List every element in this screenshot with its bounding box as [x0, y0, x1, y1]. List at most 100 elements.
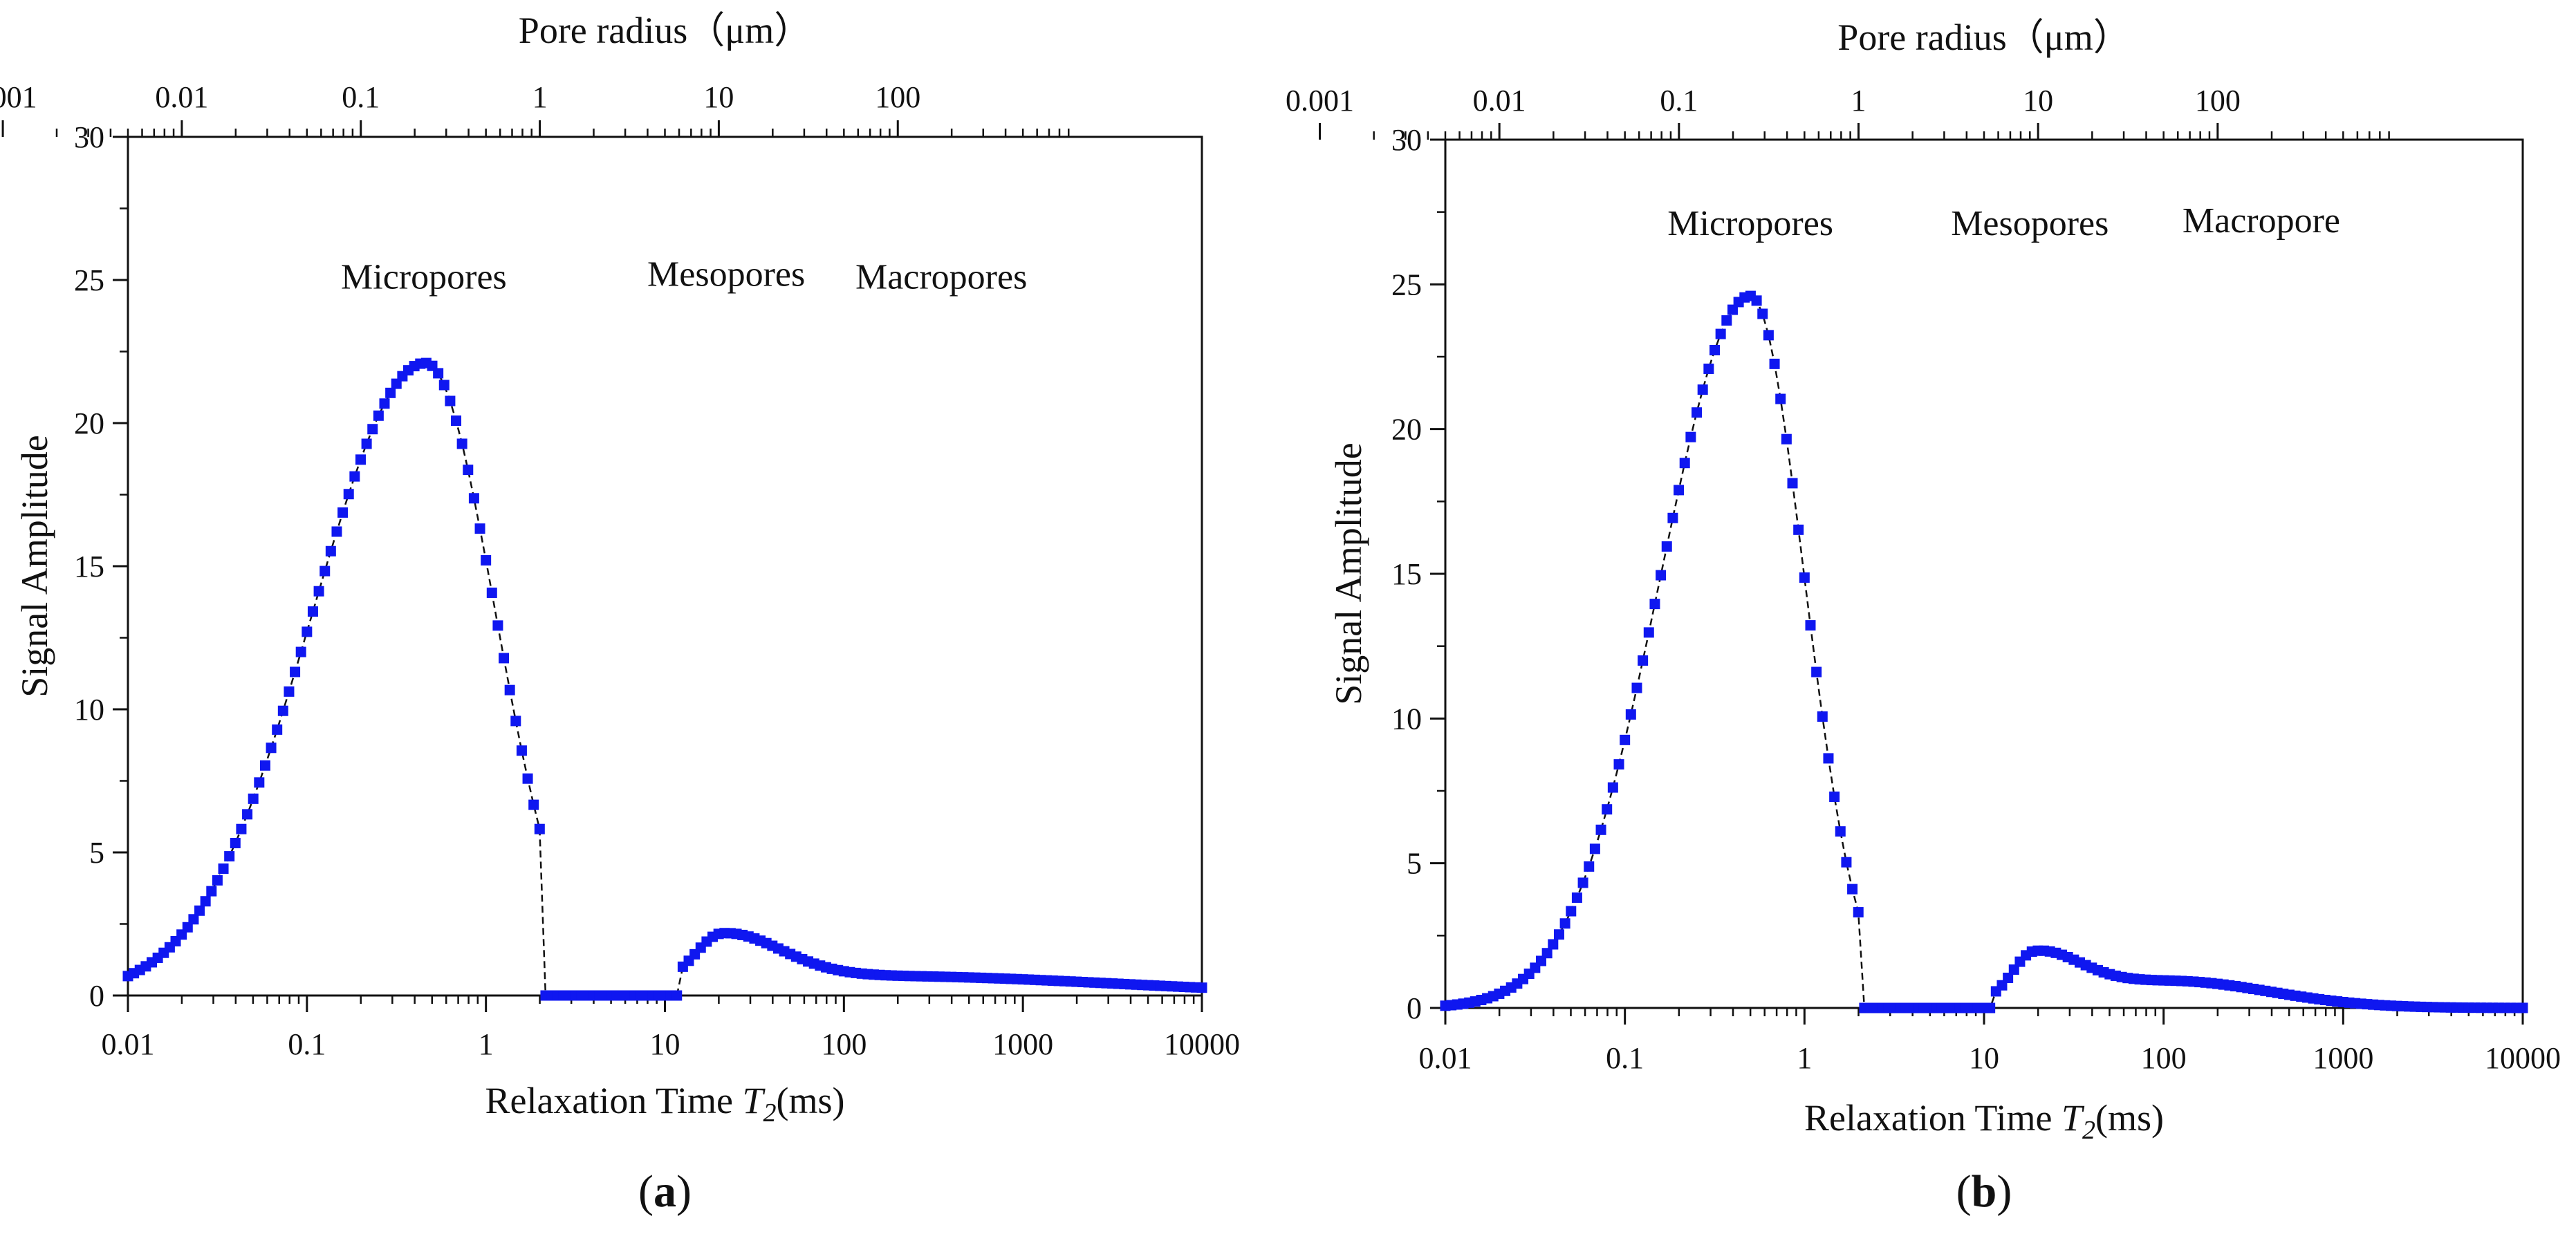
- data-point: [481, 554, 492, 566]
- x-tick-label: 1: [479, 1027, 494, 1061]
- data-point: [272, 724, 283, 735]
- data-point: [1679, 458, 1690, 469]
- data-point: [1638, 655, 1649, 666]
- data-point: [1589, 843, 1600, 854]
- data-point: [1775, 393, 1786, 404]
- data-point: [1674, 485, 1685, 496]
- region-label: Macropore: [2183, 201, 2340, 241]
- data-point: [259, 760, 270, 771]
- region-label: Mesopores: [1951, 204, 2109, 243]
- x2-tick-label: 100: [875, 80, 920, 114]
- y-tick-label: 15: [74, 550, 104, 583]
- data-point: [331, 526, 342, 537]
- data-point: [1757, 308, 1768, 319]
- region-label: Macropores: [855, 257, 1027, 297]
- x2-tick-label: 10: [2023, 84, 2053, 118]
- panel-label: (b): [1956, 1166, 2012, 1217]
- data-point: [1613, 759, 1624, 770]
- data-point: [319, 566, 331, 577]
- data-point: [277, 705, 288, 716]
- y-tick-label: 20: [1391, 413, 1422, 447]
- series-line: [127, 362, 1203, 997]
- data-point: [1709, 344, 1720, 355]
- x-tick-label: 100: [821, 1027, 867, 1061]
- data-point: [1667, 512, 1678, 523]
- x2-axis-title: Pore radius（μm）: [1837, 17, 2130, 58]
- data-point: [1811, 666, 1822, 677]
- x-tick-label: 0.01: [1419, 1041, 1472, 1075]
- data-point: [438, 380, 450, 391]
- data-point: [206, 886, 217, 897]
- x2-tick-label: 0.1: [1660, 84, 1698, 118]
- data-point: [284, 686, 295, 697]
- data-point: [492, 620, 503, 631]
- data-point: [1841, 857, 1852, 868]
- y-tick-label: 0: [1407, 991, 1422, 1025]
- data-point: [1571, 892, 1582, 903]
- data-point: [218, 863, 229, 875]
- y-tick-label: 25: [1391, 268, 1422, 301]
- x2-tick-label: 10: [703, 80, 734, 114]
- data-point: [1769, 358, 1780, 369]
- data-point: [337, 507, 349, 518]
- data-point: [456, 438, 467, 449]
- data-point: [1751, 295, 1762, 306]
- y-tick-label: 10: [74, 693, 104, 727]
- y-tick-label: 25: [74, 263, 104, 297]
- y-tick-label: 5: [89, 836, 104, 870]
- data-point: [1835, 826, 1846, 837]
- region-label: Micropores: [1667, 204, 1833, 243]
- x-axis-title: Relaxation Time T2(ms): [485, 1080, 844, 1128]
- data-point: [1685, 431, 1696, 442]
- data-point: [1697, 384, 1708, 395]
- data-point: [433, 368, 444, 379]
- data-point: [1853, 907, 1864, 918]
- data-point: [1781, 433, 1792, 445]
- data-point: [445, 395, 456, 406]
- data-point: [1595, 824, 1606, 835]
- y-axis-title: Signal Amplitude: [14, 435, 55, 698]
- x2-tick-label: 0.001: [1286, 84, 1354, 118]
- data-point: [1661, 541, 1672, 552]
- data-point: [463, 465, 474, 476]
- data-point: [355, 454, 366, 465]
- data-point: [1817, 711, 1828, 722]
- x-tick-label: 0.1: [288, 1027, 326, 1061]
- x-tick-label: 0.01: [102, 1027, 155, 1061]
- y-tick-label: 30: [1391, 123, 1422, 157]
- data-point: [266, 742, 277, 754]
- data-point: [1692, 407, 1703, 418]
- x-tick-label: 0.1: [1606, 1041, 1644, 1075]
- data-point: [385, 387, 396, 398]
- y-tick-label: 5: [1407, 847, 1422, 881]
- data-point: [302, 626, 313, 637]
- data-point: [1631, 682, 1642, 693]
- x2-tick-label: 0.001: [0, 80, 37, 114]
- x-tick-label: 1000: [992, 1027, 1053, 1061]
- data-point: [1548, 939, 1559, 950]
- data-point: [451, 415, 462, 427]
- data-point: [1607, 782, 1618, 793]
- y-tick-label: 0: [89, 979, 104, 1013]
- data-point: [307, 606, 318, 617]
- data-point: [504, 684, 515, 695]
- plot-frame: [1444, 138, 2524, 1009]
- data-point: [1823, 753, 1834, 764]
- panel-label: (a): [638, 1166, 692, 1217]
- series-line: [1445, 295, 2523, 1009]
- x-tick-label: 1000: [2313, 1041, 2373, 1075]
- data-point: [290, 666, 301, 677]
- region-label: Micropores: [341, 257, 507, 297]
- data-point: [516, 745, 527, 756]
- y-tick-label: 10: [1391, 702, 1422, 736]
- data-point: [528, 799, 539, 810]
- data-point: [242, 809, 253, 820]
- data-point: [325, 545, 336, 557]
- x-tick-label: 100: [2141, 1041, 2187, 1075]
- data-point: [1847, 884, 1858, 895]
- data-point: [1643, 627, 1654, 638]
- data-point: [474, 523, 485, 534]
- y-axis-title: Signal Amplitude: [1328, 442, 1369, 705]
